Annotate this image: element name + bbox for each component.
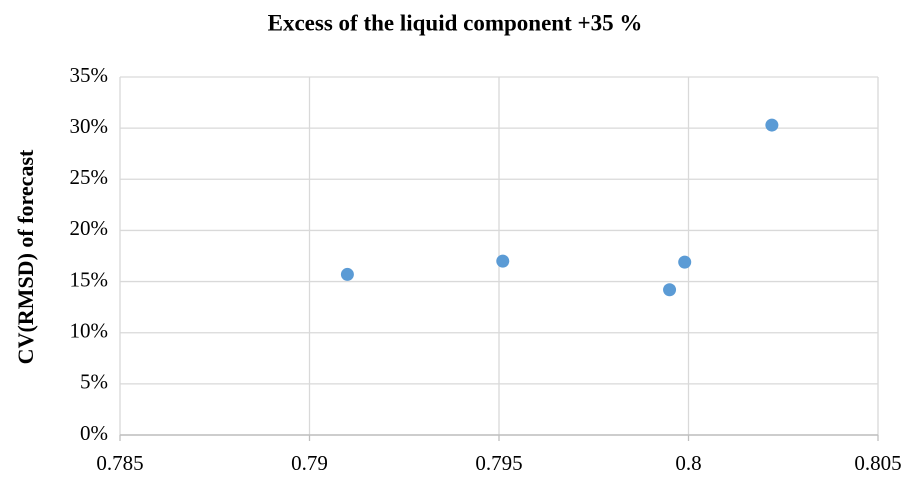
y-tick-label: 10% (70, 319, 109, 343)
y-tick-label: 25% (70, 165, 109, 189)
y-tick-label: 20% (70, 216, 109, 240)
point (663, 283, 677, 297)
y-tick-label: 15% (70, 267, 109, 291)
y-tick-label: 30% (70, 114, 109, 138)
point (765, 118, 779, 132)
y-tick-label: 35% (70, 63, 109, 87)
point (340, 267, 354, 281)
y-axis-label: CV(RMSD) of forecast (13, 149, 38, 364)
y-tick-label: 5% (80, 370, 108, 394)
x-tick-label: 0.8 (675, 451, 701, 475)
y-tick-label: 0% (80, 421, 108, 445)
x-tick-label: 0.795 (475, 451, 522, 475)
x-tick-label: 0.79 (291, 451, 328, 475)
point (678, 255, 692, 269)
x-tick-label: 0.785 (96, 451, 143, 475)
point (496, 254, 510, 268)
chart-title: Excess of the liquid component +35 % (268, 10, 643, 35)
x-tick-label: 0.805 (854, 451, 901, 475)
